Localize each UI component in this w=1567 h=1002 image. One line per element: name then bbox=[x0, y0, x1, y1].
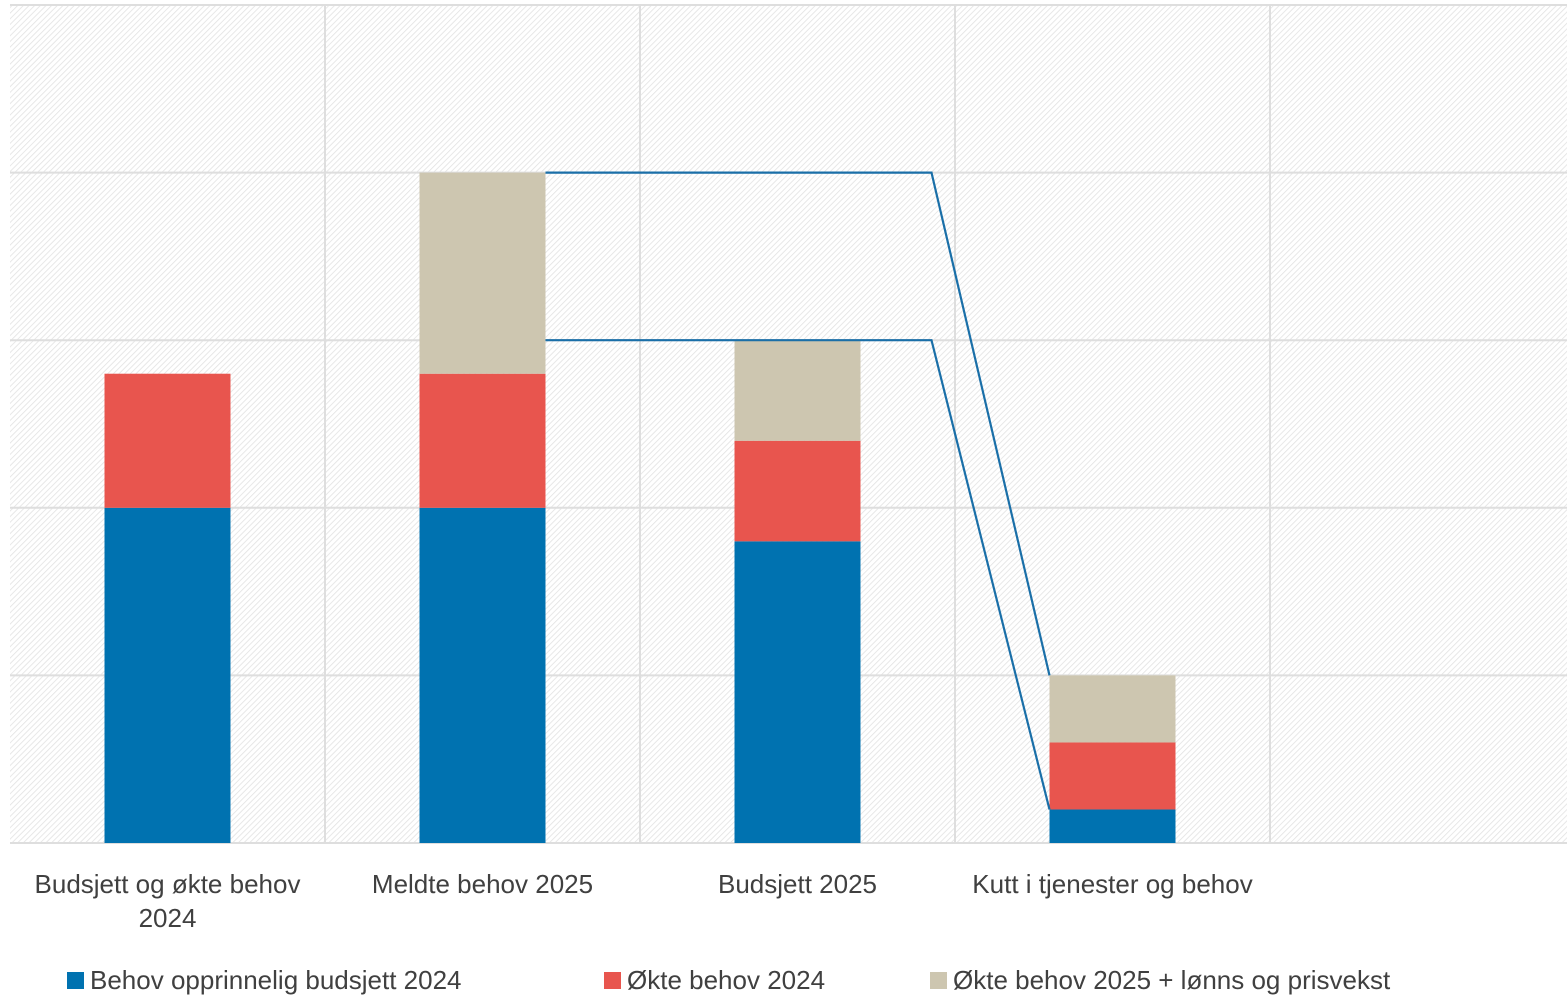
x-tick-label-line: Budsjett og økte behov bbox=[35, 869, 301, 899]
connector bbox=[545, 171, 1051, 676]
legend-swatch bbox=[604, 972, 621, 989]
x-tick-label-line: 2024 bbox=[139, 903, 197, 933]
legend-label: Økte behov 2025 + lønns og prisvekst bbox=[953, 965, 1391, 995]
x-tick-label: Meldte behov 2025 bbox=[372, 869, 593, 899]
bar-segment bbox=[419, 172, 546, 374]
bar-segment bbox=[734, 440, 861, 542]
x-tick-label: Budsjett og økte behov 2024 bbox=[35, 869, 301, 933]
bar-segment bbox=[419, 507, 546, 843]
bar-segment bbox=[734, 340, 861, 441]
bar-segment bbox=[734, 541, 861, 843]
legend-swatch bbox=[67, 972, 84, 989]
connector bbox=[545, 339, 1051, 810]
legend-swatch bbox=[930, 972, 947, 989]
legend-label: Behov opprinnelig budsjett 2024 bbox=[90, 965, 462, 995]
x-tick-label: Kutt i tjenester og behov bbox=[972, 869, 1252, 899]
bar-segment bbox=[419, 373, 546, 508]
bar-segment bbox=[1049, 809, 1176, 843]
legend-label: Økte behov 2024 bbox=[627, 965, 825, 995]
bar-segment bbox=[1049, 675, 1176, 743]
bar-segment bbox=[1049, 742, 1176, 810]
bar-segment bbox=[104, 373, 231, 508]
bar-segment bbox=[104, 507, 231, 843]
x-tick-label: Budsjett 2025 bbox=[718, 869, 877, 899]
